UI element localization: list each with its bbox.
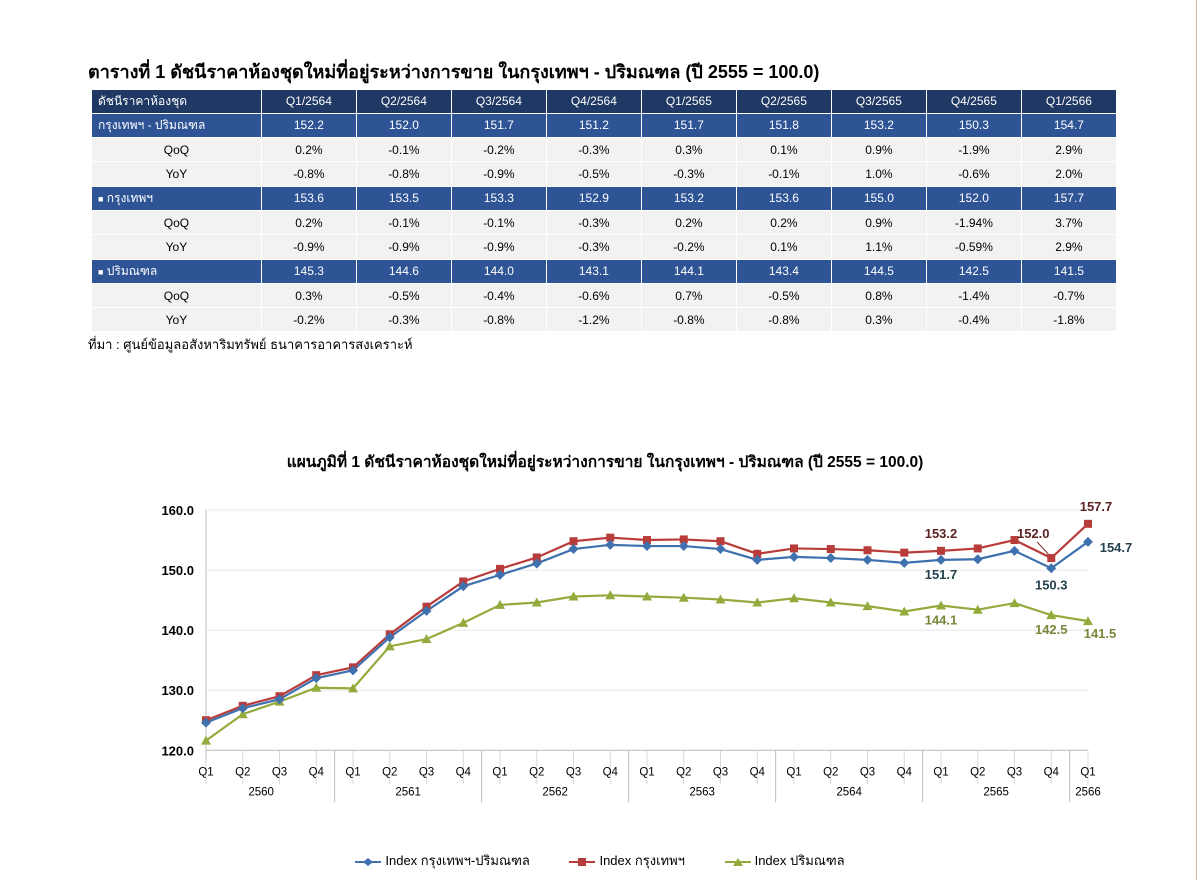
svg-text:152.0: 152.0 (1017, 526, 1050, 541)
svg-text:Q3: Q3 (272, 766, 287, 778)
svg-text:151.7: 151.7 (925, 567, 958, 582)
svg-text:150.0: 150.0 (161, 563, 194, 578)
svg-text:142.5: 142.5 (1035, 622, 1068, 637)
svg-text:Q1: Q1 (786, 766, 801, 778)
svg-text:2563: 2563 (689, 786, 715, 798)
svg-text:150.3: 150.3 (1035, 577, 1068, 592)
svg-text:Q2: Q2 (235, 766, 250, 778)
svg-text:120.0: 120.0 (161, 743, 194, 758)
svg-text:Q2: Q2 (529, 766, 544, 778)
svg-text:Q1: Q1 (933, 766, 948, 778)
svg-text:Q2: Q2 (823, 766, 838, 778)
svg-text:130.0: 130.0 (161, 683, 194, 698)
svg-text:160.0: 160.0 (161, 503, 194, 518)
svg-text:140.0: 140.0 (161, 623, 194, 638)
svg-text:Q3: Q3 (713, 766, 728, 778)
svg-text:Q4: Q4 (750, 766, 766, 778)
svg-text:Q3: Q3 (566, 766, 581, 778)
svg-text:Q3: Q3 (1007, 766, 1022, 778)
svg-text:2565: 2565 (983, 786, 1009, 798)
svg-text:Q1: Q1 (345, 766, 360, 778)
svg-text:2560: 2560 (248, 786, 274, 798)
svg-text:Q4: Q4 (309, 766, 325, 778)
svg-text:153.2: 153.2 (925, 526, 958, 541)
svg-text:157.7: 157.7 (1080, 499, 1113, 514)
svg-text:Q2: Q2 (382, 766, 397, 778)
svg-text:2561: 2561 (395, 786, 421, 798)
svg-text:Q4: Q4 (456, 766, 472, 778)
svg-text:Q2: Q2 (970, 766, 985, 778)
svg-text:2562: 2562 (542, 786, 568, 798)
svg-text:2566: 2566 (1075, 786, 1101, 798)
svg-text:Q4: Q4 (603, 766, 619, 778)
svg-text:Q3: Q3 (419, 766, 434, 778)
svg-text:141.5: 141.5 (1084, 626, 1117, 641)
svg-text:Q4: Q4 (1044, 766, 1060, 778)
svg-text:Q1: Q1 (639, 766, 654, 778)
svg-text:Q1: Q1 (492, 766, 507, 778)
svg-text:144.1: 144.1 (925, 612, 958, 627)
svg-text:Q1: Q1 (198, 766, 213, 778)
svg-text:Q3: Q3 (860, 766, 875, 778)
svg-text:Q4: Q4 (897, 766, 913, 778)
svg-text:Q1: Q1 (1080, 766, 1095, 778)
svg-text:2564: 2564 (836, 786, 862, 798)
svg-text:154.7: 154.7 (1100, 540, 1133, 555)
svg-text:Q2: Q2 (676, 766, 691, 778)
